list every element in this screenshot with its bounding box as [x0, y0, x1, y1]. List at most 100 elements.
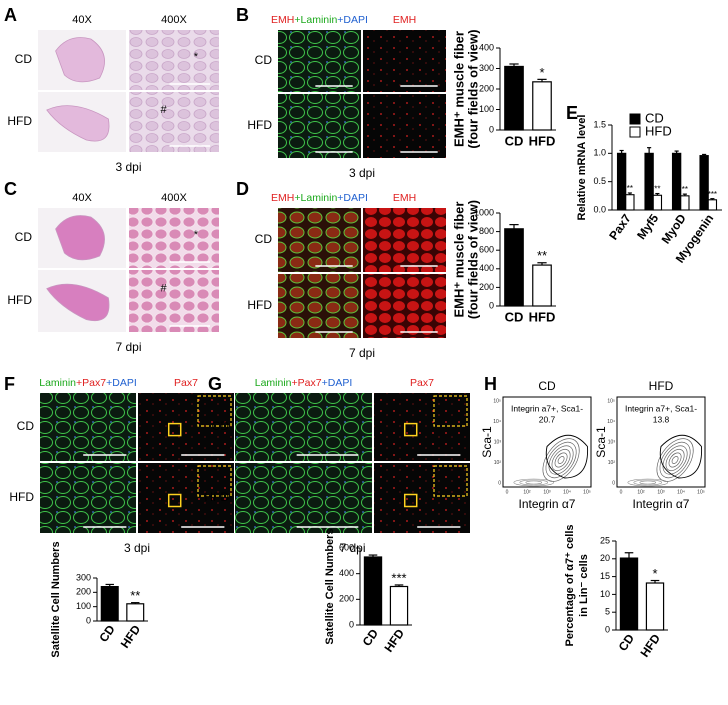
y-tick-label: 400 [479, 42, 494, 52]
y-axis-label: (four fields of view) [465, 200, 480, 319]
bar [652, 194, 663, 211]
category-label: CD [616, 631, 638, 654]
axis-tick-label: 10⁵ [697, 489, 705, 495]
gate-value: 20.7 [539, 414, 556, 424]
caption: 7 dpi [115, 340, 141, 354]
row-label: HFD [247, 118, 272, 132]
y-tick-label: 1000 [474, 207, 494, 217]
y-tick-label: 5 [605, 607, 610, 617]
y-tick-label: 600 [339, 542, 354, 552]
contour [659, 441, 691, 479]
micrograph [278, 30, 361, 92]
panel-letter: E [566, 103, 578, 123]
row-label: HFD [247, 298, 272, 312]
channel-label: Pax7 [174, 377, 198, 389]
stain-part: +DAPI [322, 377, 353, 389]
micrograph [363, 274, 446, 338]
stain-part: Laminin [39, 377, 76, 389]
micrograph [278, 94, 361, 158]
micrograph [374, 463, 470, 533]
bar [671, 152, 682, 211]
category-label: CD [505, 309, 524, 324]
panel-letter: C [4, 179, 17, 199]
axis-tick-label: 0 [612, 480, 615, 486]
caption: 3 dpi [115, 160, 141, 174]
tissue-section [46, 105, 110, 142]
row-label: CD [255, 232, 273, 246]
y-axis-label: Satellite Cell Numbers [324, 528, 336, 644]
significance: ** [537, 248, 547, 263]
bar [532, 264, 552, 307]
stain-label: EMH+Laminin+DAPI [271, 192, 368, 204]
axis-tick-label: 10² [523, 489, 531, 495]
stain-part: +Laminin [294, 192, 337, 204]
image-mark: * [194, 51, 199, 63]
significance: *** [391, 570, 406, 585]
contour [513, 478, 555, 487]
inset-box [197, 395, 232, 427]
inset-box [197, 465, 232, 497]
bar [699, 155, 709, 211]
gate-value: 13.8 [653, 414, 670, 424]
bar [126, 603, 145, 622]
bar [616, 152, 627, 211]
stain-part: +Pax7 [76, 377, 106, 389]
contour [633, 479, 663, 486]
y-axis-label: EMH⁺ muscle fiber [451, 31, 466, 147]
inset-box [433, 465, 468, 497]
legend-label: CD [645, 110, 664, 125]
contour [662, 445, 688, 475]
bar [504, 228, 524, 307]
axis-tick-label: 10⁴ [607, 419, 615, 425]
bar [619, 557, 639, 631]
bar [680, 195, 690, 211]
micrograph [138, 393, 234, 461]
bar [389, 585, 409, 626]
roi-box [403, 422, 418, 437]
bar [707, 199, 718, 211]
micrograph [129, 30, 219, 90]
y-tick-label: 600 [479, 245, 494, 255]
bar [644, 152, 654, 211]
axis-tick-label: 10⁵ [607, 398, 615, 404]
y-tick-label: 200 [339, 594, 354, 604]
caption: 7 dpi [339, 541, 365, 555]
row-label: CD [15, 52, 33, 66]
panel-letter: H [484, 374, 497, 394]
tissue-section [46, 283, 110, 322]
y-axis-label: Percentage of α7⁺ cells [564, 524, 576, 646]
y-tick-label: 0 [605, 624, 610, 634]
axis-label: Sca-1 [594, 426, 608, 458]
axis-tick-label: 10⁵ [493, 398, 501, 404]
axis-tick-label: 10⁴ [493, 419, 501, 425]
micrograph [40, 463, 136, 533]
contour [671, 456, 679, 464]
category-label: HFD [529, 309, 556, 324]
column-label: 400X [161, 14, 187, 26]
stain-label: Laminin+Pax7+DAPI [39, 377, 137, 389]
gate-label: Integrin a7+, Sca1- [511, 403, 583, 413]
y-tick-label: 0.0 [593, 204, 606, 214]
column-label: 400X [161, 192, 187, 204]
contour [548, 445, 574, 475]
y-tick-label: 1.0 [593, 148, 606, 158]
stain-label: EMH+Laminin+DAPI [271, 14, 368, 26]
tissue-section [55, 215, 105, 261]
axis-label: Integrin α7 [633, 497, 690, 511]
y-tick-label: 200 [479, 282, 494, 292]
contour [639, 480, 657, 485]
bar [363, 556, 383, 626]
column-label: 40X [72, 192, 92, 204]
axis-tick-label: 10³ [494, 439, 502, 445]
axis-tick-label: 10² [637, 489, 645, 495]
category-label: CD [96, 622, 118, 645]
micrograph [129, 92, 219, 152]
stain-part: Laminin [255, 377, 292, 389]
tissue-section [55, 37, 105, 83]
caption: 7 dpi [349, 346, 375, 360]
micrograph [129, 208, 219, 268]
legend-swatch [629, 126, 641, 138]
row-label: HFD [204, 490, 229, 504]
y-tick-label: 400 [479, 263, 494, 273]
significance: ** [130, 588, 140, 603]
